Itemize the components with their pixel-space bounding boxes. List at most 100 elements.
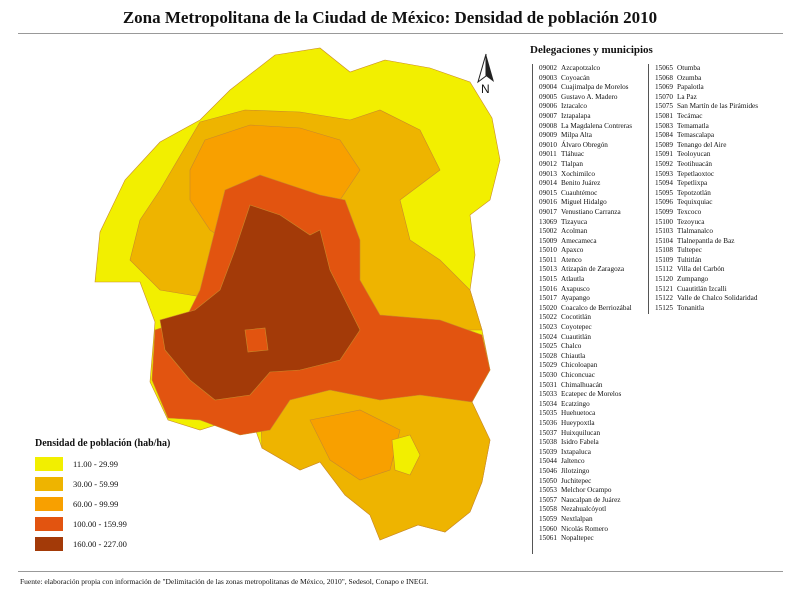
municipality-name: Nopaltepec bbox=[561, 534, 594, 543]
municipality-list-title: Delegaciones y municipios bbox=[530, 44, 653, 56]
legend-swatch bbox=[35, 457, 63, 471]
municipality-code: 15037 bbox=[539, 428, 557, 437]
municipality-item: 15083 Temamatla bbox=[655, 122, 758, 132]
municipality-item: 15121 Cuautitlán Izcalli bbox=[655, 285, 758, 295]
municipality-code: 15068 bbox=[655, 73, 673, 82]
municipality-code: 15020 bbox=[539, 303, 557, 312]
municipality-item: 09006 Iztacalco bbox=[539, 102, 632, 112]
municipality-code: 15025 bbox=[539, 342, 557, 351]
municipality-item: 15009 Amecameca bbox=[539, 237, 632, 247]
municipality-name: Valle de Chalco Solidaridad bbox=[677, 294, 758, 303]
municipality-code: 09008 bbox=[539, 121, 557, 130]
municipality-code: 09004 bbox=[539, 83, 557, 92]
municipality-name: Temascalapa bbox=[677, 131, 715, 140]
municipality-item: 15094 Tepetlixpa bbox=[655, 179, 758, 189]
municipality-item: 09015 Cuauhtémoc bbox=[539, 189, 632, 199]
municipality-code: 15084 bbox=[655, 131, 673, 140]
municipality-name: Coacalco de Berriozábal bbox=[561, 303, 632, 312]
municipality-name: Jilotzingo bbox=[561, 466, 590, 475]
north-arrow: N bbox=[472, 52, 500, 100]
municipality-name: Coyoacán bbox=[561, 73, 590, 82]
municipality-code: 15103 bbox=[655, 227, 673, 236]
municipality-item: 09003 Coyoacán bbox=[539, 74, 632, 84]
municipality-code: 15035 bbox=[539, 409, 557, 418]
municipality-name: Nextlalpan bbox=[561, 514, 593, 523]
municipality-name: Villa del Carbón bbox=[677, 265, 725, 274]
municipality-item: 15125 Tonanitla bbox=[655, 304, 758, 314]
municipality-name: Axapusco bbox=[561, 284, 590, 293]
municipality-name: Álvaro Obregón bbox=[561, 140, 608, 149]
municipality-code: 15010 bbox=[539, 246, 557, 255]
municipality-code: 09014 bbox=[539, 179, 557, 188]
legend-swatch bbox=[35, 497, 63, 511]
municipality-item: 15068 Ozumba bbox=[655, 74, 758, 84]
municipality-item: 15034 Ecatzingo bbox=[539, 400, 632, 410]
legend-item: 100.00 - 159.99 bbox=[35, 514, 170, 534]
municipality-code: 09003 bbox=[539, 73, 557, 82]
municipality-item: 15010 Apaxco bbox=[539, 246, 632, 256]
municipality-code: 15031 bbox=[539, 380, 557, 389]
legend-swatch bbox=[35, 517, 63, 531]
municipality-code: 15091 bbox=[655, 150, 673, 159]
municipality-item: 09007 Iztapalapa bbox=[539, 112, 632, 122]
municipality-name: Juchitepec bbox=[561, 476, 592, 485]
municipality-name: Chimalhuacán bbox=[561, 380, 603, 389]
municipality-item: 15046 Jilotzingo bbox=[539, 467, 632, 477]
municipality-item: 09009 Milpa Alta bbox=[539, 131, 632, 141]
municipality-code: 15069 bbox=[655, 83, 673, 92]
municipality-name: Acolman bbox=[561, 227, 588, 236]
municipality-code: 15053 bbox=[539, 486, 557, 495]
municipality-code: 15033 bbox=[539, 390, 557, 399]
municipality-code: 15083 bbox=[655, 121, 673, 130]
municipality-item: 15039 Ixtapaluca bbox=[539, 448, 632, 458]
municipality-item: 15022 Cocotitlán bbox=[539, 313, 632, 323]
municipality-code: 15038 bbox=[539, 438, 557, 447]
municipality-name: Ecatzingo bbox=[561, 399, 590, 408]
legend-label: 100.00 - 159.99 bbox=[73, 519, 127, 529]
municipality-item: 15031 Chimalhuacán bbox=[539, 381, 632, 391]
municipality-name: Teoloyucan bbox=[677, 150, 711, 159]
municipality-name: Cuajimalpa de Morelos bbox=[561, 83, 629, 92]
legend-label: 60.00 - 99.99 bbox=[73, 499, 119, 509]
municipality-name: Atenco bbox=[561, 255, 582, 264]
title-divider bbox=[18, 33, 783, 34]
municipality-name: Tizayuca bbox=[561, 217, 588, 226]
municipality-name: Otumba bbox=[677, 64, 701, 72]
municipality-code: 15092 bbox=[655, 159, 673, 168]
municipality-name: Cuauhtémoc bbox=[561, 188, 598, 197]
municipality-code: 15120 bbox=[655, 275, 673, 284]
municipality-name: Tultitlán bbox=[677, 255, 702, 264]
municipality-name: Ixtapaluca bbox=[561, 447, 591, 456]
municipality-name: Hueypoxtla bbox=[561, 418, 595, 427]
legend-swatch bbox=[35, 477, 63, 491]
legend-swatch bbox=[35, 537, 63, 551]
municipality-name: Tepetlixpa bbox=[677, 179, 708, 188]
municipality-name: Benito Juárez bbox=[561, 179, 601, 188]
municipality-item: 15108 Tultepec bbox=[655, 246, 758, 256]
municipality-name: Temamatla bbox=[677, 121, 709, 130]
municipality-code: 15015 bbox=[539, 275, 557, 284]
municipality-code: 15023 bbox=[539, 323, 557, 332]
municipality-name: Ecatepec de Morelos bbox=[561, 390, 622, 399]
municipality-name: Tultepec bbox=[677, 246, 702, 255]
municipality-code: 09012 bbox=[539, 159, 557, 168]
municipality-code: 15028 bbox=[539, 351, 557, 360]
municipality-name: Cuautitlán Izcalli bbox=[677, 284, 727, 293]
municipality-item: 15109 Tultitlán bbox=[655, 256, 758, 266]
municipality-code: 15030 bbox=[539, 371, 557, 379]
density-map bbox=[94, 47, 501, 541]
municipality-item: 15023 Coyotepec bbox=[539, 323, 632, 333]
municipality-code: 15036 bbox=[539, 418, 557, 427]
municipality-item: 15002 Acolman bbox=[539, 227, 632, 237]
municipality-item: 15122 Valle de Chalco Solidaridad bbox=[655, 294, 758, 304]
municipality-item: 09013 Xochimilco bbox=[539, 170, 632, 180]
region-isolated-yellow bbox=[391, 434, 421, 476]
municipality-name: Ozumba bbox=[677, 73, 702, 82]
municipality-code: 09006 bbox=[539, 102, 557, 111]
municipality-name: Isidro Fabela bbox=[561, 438, 599, 447]
municipality-code: 15002 bbox=[539, 227, 557, 236]
footer-divider bbox=[18, 571, 783, 572]
municipality-item: 15017 Ayapango bbox=[539, 294, 632, 304]
municipality-item: 15112 Villa del Carbón bbox=[655, 265, 758, 275]
